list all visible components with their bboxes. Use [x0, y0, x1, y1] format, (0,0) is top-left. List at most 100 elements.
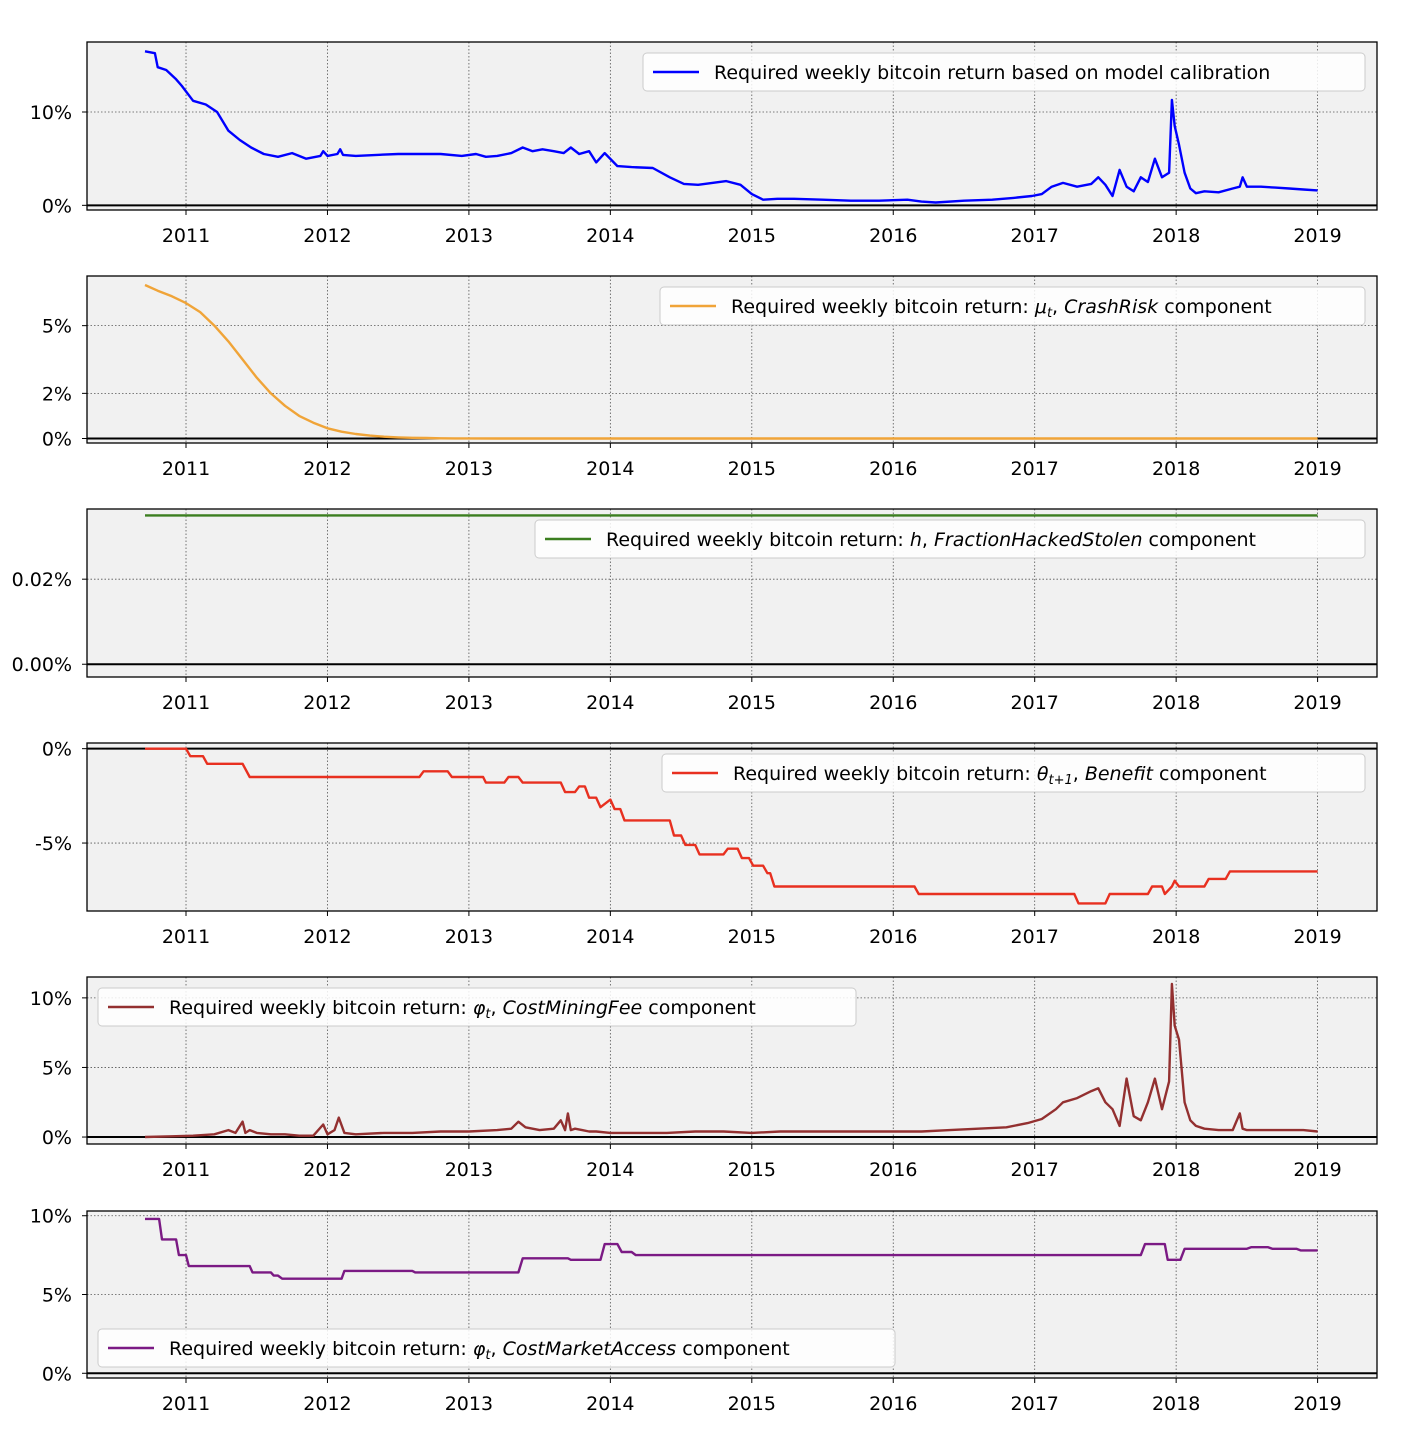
- x-tick-label: 2019: [1293, 1393, 1341, 1415]
- legend-label: Required weekly bitcoin return: θt+1, Be…: [733, 763, 1267, 788]
- legend-box: [642, 52, 1366, 92]
- x-tick-label: 2014: [586, 458, 634, 480]
- x-tick-label: 2014: [586, 225, 634, 247]
- x-tick-label: 2011: [162, 458, 210, 480]
- legend-box: [97, 987, 857, 1027]
- y-tick-label: 0.00%: [12, 654, 72, 676]
- panel-4: 2011 2012 2013 2014 2015 2016 2017 2018 2019 0% -5…: [35, 739, 1378, 948]
- x-tick-label: 2014: [586, 1393, 634, 1415]
- x-tick-label: 2016: [869, 225, 917, 247]
- x-tick-label: 2011: [162, 926, 210, 948]
- y-tick-label: 5%: [42, 316, 72, 338]
- x-tick-label: 2011: [162, 1159, 210, 1181]
- axes-frame: [86, 976, 1378, 1145]
- x-tick-label: 2011: [162, 692, 210, 714]
- y-tick-label: 2%: [42, 383, 72, 405]
- x-tick-label: 2012: [303, 1393, 351, 1415]
- x-tick-label: 2013: [445, 1393, 493, 1415]
- x-tick-label: 2018: [1152, 1159, 1200, 1181]
- x-tick-label: 2018: [1152, 458, 1200, 480]
- legend-label: Required weekly bitcoin return: μt, Cras…: [731, 296, 1272, 321]
- x-tick-label: 2012: [303, 458, 351, 480]
- y-tick-label: 5%: [42, 1057, 72, 1079]
- panel-1: 2011 2012 2013 2014 2015 2016 2017 2018 2019 10% 0…: [30, 41, 1378, 247]
- x-tick-label: 2012: [303, 225, 351, 247]
- series-line: [145, 1217, 1318, 1280]
- x-tick-label: 2018: [1152, 692, 1200, 714]
- x-tick-label: 2017: [1011, 225, 1059, 247]
- panel-5: 2011 2012 2013 2014 2015 2016 2017 2018 2019 10% 5…: [30, 976, 1378, 1181]
- x-tick-label: 2016: [869, 692, 917, 714]
- panel-3: 2011 2012 2013 2014 2015 2016 2017 2018 2019 0.02…: [12, 508, 1378, 714]
- y-tick-label: 0.02%: [12, 569, 72, 591]
- y-tick-label: 10%: [30, 1206, 72, 1228]
- y-tick-label: 5%: [42, 1285, 72, 1307]
- x-tick-label: 2011: [162, 1393, 210, 1415]
- panel-2: 2011 2012 2013 2014 2015 2016 2017 2018 2019 5% 2%…: [42, 275, 1378, 480]
- x-tick-label: 2017: [1011, 458, 1059, 480]
- legend: Required weekly bitcoin return: θt+1, Be…: [661, 753, 1366, 793]
- y-tick-label: 0%: [42, 428, 72, 450]
- y-tick-label: 10%: [30, 102, 72, 124]
- axes-frame: [86, 1210, 1378, 1379]
- series-line: [144, 50, 1318, 204]
- x-tick-label: 2018: [1152, 926, 1200, 948]
- legend: Required weekly bitcoin return based on …: [642, 52, 1366, 92]
- x-tick-label: 2015: [728, 458, 776, 480]
- series-line: [145, 747, 1318, 905]
- x-tick-label: 2012: [303, 1159, 351, 1181]
- x-tick-label: 2016: [869, 1159, 917, 1181]
- x-tick-label: 2017: [1011, 692, 1059, 714]
- x-tick-label: 2011: [162, 225, 210, 247]
- x-tick-label: 2019: [1293, 458, 1341, 480]
- legend-box: [534, 519, 1366, 559]
- x-tick-label: 2016: [869, 458, 917, 480]
- panel-6: 2011 2012 2013 2014 2015 2016 2017 2018 2019 10% 5…: [30, 1206, 1378, 1415]
- x-tick-label: 2014: [586, 926, 634, 948]
- legend-box: [97, 1328, 896, 1368]
- x-tick-label: 2017: [1011, 1159, 1059, 1181]
- y-tick-label: 0%: [42, 1363, 72, 1385]
- x-tick-label: 2017: [1011, 1393, 1059, 1415]
- x-tick-label: 2019: [1293, 692, 1341, 714]
- y-tick-label: -5%: [35, 833, 72, 855]
- x-tick-label: 2018: [1152, 1393, 1200, 1415]
- legend-label: Required weekly bitcoin return: h, Fract…: [606, 529, 1256, 551]
- x-tick-label: 2012: [303, 692, 351, 714]
- x-tick-label: 2013: [445, 458, 493, 480]
- x-tick-label: 2019: [1293, 225, 1341, 247]
- legend-label: Required weekly bitcoin return based on …: [714, 62, 1270, 84]
- legend-label: Required weekly bitcoin return: φt, Cost…: [169, 997, 756, 1022]
- x-tick-label: 2019: [1293, 1159, 1341, 1181]
- x-tick-label: 2014: [586, 1159, 634, 1181]
- x-tick-label: 2015: [728, 926, 776, 948]
- y-tick-label: 0%: [42, 739, 72, 761]
- legend: Required weekly bitcoin return: φt, Cost…: [97, 987, 857, 1027]
- x-tick-label: 2012: [303, 926, 351, 948]
- x-tick-label: 2015: [728, 692, 776, 714]
- x-tick-label: 2015: [728, 1393, 776, 1415]
- legend: Required weekly bitcoin return: h, Fract…: [534, 519, 1366, 559]
- x-tick-label: 2013: [445, 926, 493, 948]
- x-tick-label: 2015: [728, 1159, 776, 1181]
- x-tick-label: 2013: [445, 692, 493, 714]
- x-tick-label: 2016: [869, 926, 917, 948]
- x-tick-label: 2017: [1011, 926, 1059, 948]
- legend: Required weekly bitcoin return: μt, Cras…: [659, 286, 1366, 326]
- x-tick-label: 2019: [1293, 926, 1341, 948]
- x-tick-label: 2014: [586, 692, 634, 714]
- legend: Required weekly bitcoin return: φt, Cost…: [97, 1328, 896, 1368]
- legend-label: Required weekly bitcoin return: φt, Cost…: [169, 1338, 790, 1363]
- legend-box: [659, 286, 1366, 326]
- series-line: [144, 283, 1318, 440]
- x-tick-label: 2013: [445, 225, 493, 247]
- axes-frame: [86, 41, 1378, 211]
- x-tick-label: 2018: [1152, 225, 1200, 247]
- legend-box: [661, 753, 1366, 793]
- y-tick-label: 0%: [42, 195, 72, 217]
- x-tick-label: 2013: [445, 1159, 493, 1181]
- y-tick-label: 10%: [30, 988, 72, 1010]
- series-line: [144, 982, 1318, 1139]
- x-tick-label: 2015: [728, 225, 776, 247]
